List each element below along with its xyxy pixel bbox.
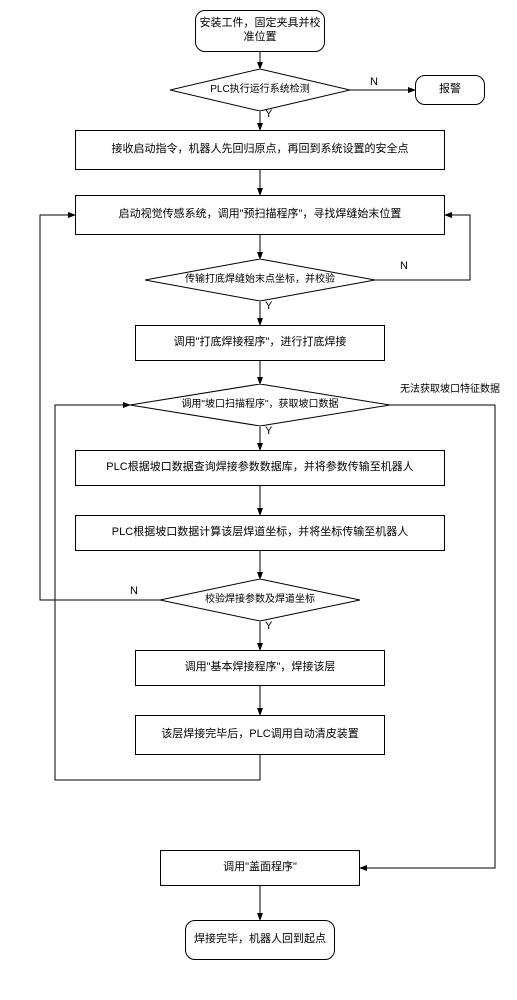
node-end: 焊接完毕，机器人回到起点 bbox=[185, 920, 335, 960]
node-verify-weld: 校验焊接参数及焊道坐标 bbox=[160, 579, 360, 621]
node-start: 安装工件，固定夹具并校准位置 bbox=[195, 10, 325, 52]
node-label: 接收启动指令，机器人先回归原点，再回到系统设置的安全点 bbox=[112, 143, 409, 157]
node-label: PLC根据坡口数据查询焊接参数数据库，并将参数传输至机器人 bbox=[106, 461, 413, 475]
node-label: 启动视觉传感系统，调用"预扫描程序"，寻找焊缝始末位置 bbox=[119, 208, 402, 222]
node-label: 调用"打底焊接程序"，进行打底焊接 bbox=[174, 336, 347, 350]
edge-label-plc-y: Y bbox=[265, 108, 272, 120]
node-plc-check: PLC执行运行系统检测 bbox=[170, 69, 350, 111]
edge-label-bevel-none: 无法获取坡口特征数据 bbox=[400, 380, 500, 395]
node-layer-done: 该层焊接完毕后，PLC调用自动清皮装置 bbox=[135, 715, 385, 755]
node-plc-query: PLC根据坡口数据查询焊接参数数据库，并将参数传输至机器人 bbox=[75, 450, 445, 486]
node-label: PLC执行运行系统检测 bbox=[210, 84, 309, 96]
node-call-cover: 调用"盖面程序" bbox=[160, 850, 360, 886]
node-start-vision: 启动视觉传感系统，调用"预扫描程序"，寻找焊缝始末位置 bbox=[75, 195, 445, 235]
node-call-bottom: 调用"打底焊接程序"，进行打底焊接 bbox=[135, 325, 385, 361]
node-label: 调用"坡口扫描程序"，获取坡口数据 bbox=[181, 399, 338, 411]
edge-label-weld-y: Y bbox=[265, 620, 272, 632]
node-alarm: 报警 bbox=[415, 75, 485, 105]
node-label: 调用"盖面程序" bbox=[223, 861, 297, 875]
node-label: 焊接完毕，机器人回到起点 bbox=[194, 933, 326, 947]
node-call-basic: 调用"基本焊接程序"，焊接该层 bbox=[135, 650, 385, 686]
node-verify-coord: 传输打底焊缝始末点坐标，并校验 bbox=[145, 259, 375, 301]
node-label: 安装工件，固定夹具并校准位置 bbox=[196, 17, 324, 45]
node-label: 传输打底焊缝始末点坐标，并校验 bbox=[185, 274, 335, 286]
node-plc-calc: PLC根据坡口数据计算该层焊道坐标，并将坐标传输至机器人 bbox=[75, 515, 445, 551]
node-label: PLC根据坡口数据计算该层焊道坐标，并将坐标传输至机器人 bbox=[112, 526, 408, 540]
node-label: 报警 bbox=[439, 83, 461, 97]
edge-label-verify-y: Y bbox=[265, 300, 272, 312]
edge-label-verify-n: N bbox=[400, 260, 408, 272]
node-label: 调用"基本焊接程序"，焊接该层 bbox=[185, 661, 336, 675]
node-recv-start: 接收启动指令，机器人先回归原点，再回到系统设置的安全点 bbox=[75, 130, 445, 170]
edge-label-plc-n: N bbox=[370, 76, 378, 88]
node-label: 校验焊接参数及焊道坐标 bbox=[205, 594, 315, 606]
edge-label-bevel-y: Y bbox=[265, 425, 272, 437]
node-label: 该层焊接完毕后，PLC调用自动清皮装置 bbox=[161, 728, 358, 742]
edge-label-weld-n: N bbox=[130, 585, 138, 597]
node-bevel-scan: 调用"坡口扫描程序"，获取坡口数据 bbox=[130, 384, 390, 426]
